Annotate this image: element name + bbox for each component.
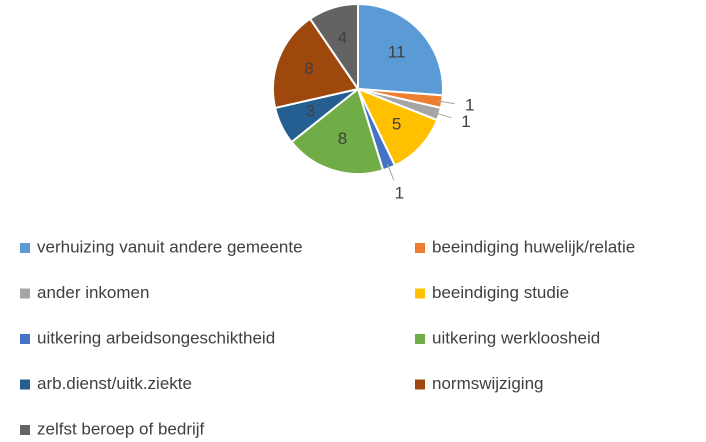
data-label: 1: [395, 184, 404, 203]
pie-slice: [357, 2, 444, 97]
legend-label: beeindiging huwelijk/relatie: [432, 237, 635, 256]
data-label: 5: [392, 114, 401, 133]
legend-swatch: [415, 379, 425, 390]
legend-label: zelfst beroep of bedrijf: [37, 419, 205, 438]
legend-label: uitkering arbeidsongeschiktheid: [37, 328, 275, 347]
data-label: 8: [304, 59, 313, 78]
leader-line: [387, 163, 395, 181]
leader-line: [435, 112, 452, 119]
legend-swatch: [20, 379, 30, 390]
data-label: 4: [338, 28, 347, 47]
legend-label: arb.dienst/uitk.ziekte: [37, 374, 192, 393]
legend-swatch: [415, 288, 425, 299]
legend-swatch: [415, 243, 425, 253]
legend-label: ander inkomen: [37, 283, 149, 302]
legend-swatch: [20, 243, 30, 253]
legend-swatch: [415, 334, 425, 344]
data-label: 11: [388, 43, 406, 62]
legend-swatch: [20, 288, 30, 299]
legend-swatch: [20, 334, 30, 344]
data-label: 8: [338, 129, 347, 148]
legend-swatch: [20, 425, 30, 435]
data-label: 3: [306, 101, 315, 120]
legend-label: uitkering werkloosheid: [432, 328, 600, 347]
data-label: 1: [465, 95, 474, 114]
pie-slice: [272, 17, 360, 110]
data-label: 1: [461, 112, 470, 131]
legend-label: beeindiging studie: [432, 283, 569, 302]
pie-slice: [290, 87, 385, 175]
legend-label: verhuizing vanuit andere gemeente: [37, 237, 303, 256]
leader-line: [437, 100, 455, 105]
pie-slice: [308, 2, 359, 93]
legend-label: normswijziging: [432, 374, 543, 393]
pie-slice: [355, 87, 439, 167]
